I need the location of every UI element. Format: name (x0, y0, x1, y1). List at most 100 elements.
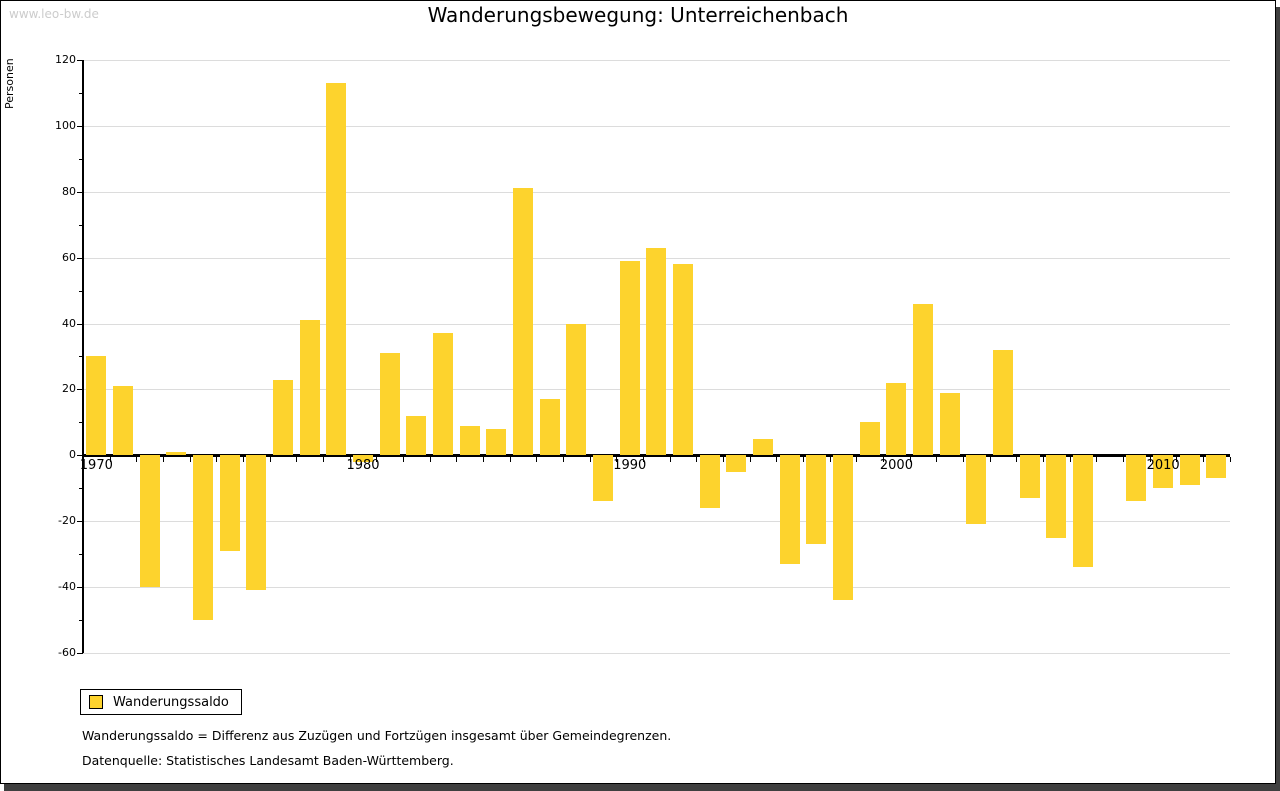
y-axis-tick (79, 422, 83, 424)
bar-1991 (646, 247, 667, 456)
y-axis-tick (77, 587, 83, 589)
bar-1992 (673, 264, 694, 456)
y-tick-label: 80 (62, 184, 76, 198)
x-axis-tick (216, 456, 218, 462)
y-axis-tick (79, 488, 83, 490)
x-axis-tick (376, 456, 378, 462)
x-axis-tick (1149, 456, 1151, 462)
bar-1995 (753, 438, 774, 456)
bar-2010 (1153, 455, 1174, 489)
x-tick-label: 2010 (1146, 458, 1180, 474)
y-tick-label: -60 (58, 645, 76, 659)
y-axis-tick (77, 389, 83, 391)
bar-1984 (459, 425, 480, 456)
x-axis-tick (1203, 456, 1205, 462)
bar-2009 (1126, 455, 1147, 502)
y-axis-tick (77, 652, 83, 654)
x-axis-tick (829, 456, 831, 462)
bar-1985 (486, 428, 507, 456)
x-axis-tick (429, 456, 431, 462)
bar-1971 (113, 386, 133, 456)
y-axis-tick (77, 191, 83, 193)
y-tick-label: 120 (55, 52, 76, 66)
bar-1993 (699, 455, 720, 508)
y-axis-tick (77, 59, 83, 61)
bar-1988 (566, 323, 587, 456)
x-axis-tick (616, 456, 618, 462)
x-axis-tick (696, 456, 698, 462)
y-tick-label: 60 (62, 250, 76, 264)
bar-1980 (353, 455, 374, 462)
bar-2007 (1073, 455, 1094, 568)
bar-1970 (86, 356, 107, 456)
y-axis-tick (77, 521, 83, 523)
y-axis-line (82, 59, 84, 653)
x-axis-tick (189, 456, 191, 462)
bar-1983 (433, 333, 454, 456)
x-axis-tick (589, 456, 591, 462)
bar-2006 (1046, 455, 1067, 538)
y-tick-label: 100 (55, 118, 76, 132)
bar-1973 (166, 452, 187, 456)
y-axis-tick (79, 158, 83, 160)
x-axis-line (82, 453, 1230, 457)
x-axis-tick (483, 456, 485, 462)
bar-2005 (1019, 455, 1040, 499)
gridline (83, 652, 1230, 654)
bar-1999 (859, 422, 880, 456)
y-axis-tick (77, 257, 83, 259)
bar-1990 (619, 260, 640, 456)
bar-1979 (326, 83, 347, 456)
bar-1998 (833, 455, 854, 601)
bar-1986 (513, 188, 534, 456)
x-axis-tick (963, 456, 965, 462)
x-axis-tick (456, 456, 458, 462)
x-axis-tick (1069, 456, 1071, 462)
bar-1977 (273, 379, 294, 456)
x-tick-label: 1990 (613, 458, 647, 474)
y-tick-label: -40 (58, 580, 76, 594)
bar-2002 (939, 392, 960, 456)
x-axis-tick (243, 456, 245, 462)
bar-2003 (966, 455, 987, 525)
x-axis-tick (1176, 456, 1178, 462)
x-axis-tick (296, 456, 298, 462)
bar-1994 (726, 455, 747, 472)
x-axis-tick (1096, 456, 1098, 462)
bar-1982 (406, 415, 427, 456)
y-axis-tick (79, 224, 83, 226)
y-axis-tick (79, 554, 83, 556)
bar-1974 (193, 455, 213, 621)
bar-1978 (299, 320, 320, 456)
y-tick-label: 0 (69, 448, 76, 462)
x-axis-tick (1043, 456, 1045, 462)
x-axis-tick (856, 456, 858, 462)
x-axis-tick (563, 456, 565, 462)
gridline (83, 125, 1230, 127)
bar-1972 (139, 455, 160, 588)
x-axis-tick (669, 456, 671, 462)
legend: Wanderungssaldo (80, 689, 242, 715)
y-axis-tick (79, 92, 83, 94)
x-tick-label: 2000 (879, 458, 913, 474)
bar-1981 (379, 353, 400, 456)
x-axis-tick (109, 456, 111, 462)
footnote-definition: Wanderungssaldo = Differenz aus Zuzügen … (82, 728, 672, 743)
x-axis-tick (909, 456, 911, 462)
x-axis-tick (749, 456, 751, 462)
y-axis-tick (77, 323, 83, 325)
bar-1975 (219, 455, 240, 551)
x-axis-tick (803, 456, 805, 462)
x-tick-label: 1970 (79, 458, 113, 474)
x-tick-label: 1980 (346, 458, 380, 474)
bar-2004 (993, 349, 1014, 456)
bar-2011 (1179, 455, 1200, 485)
x-axis-tick (1123, 456, 1125, 462)
x-axis-tick (723, 456, 725, 462)
x-axis-tick (936, 456, 938, 462)
x-axis-tick (776, 456, 778, 462)
bar-1976 (246, 455, 267, 591)
x-axis-tick (403, 456, 405, 462)
y-axis-tick (79, 290, 83, 292)
